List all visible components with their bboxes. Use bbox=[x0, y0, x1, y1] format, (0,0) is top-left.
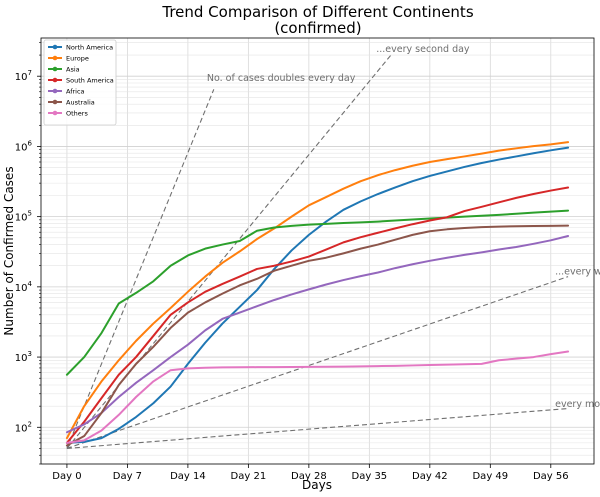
y-tick-label: 104 bbox=[15, 280, 33, 294]
x-tick-label: Day 28 bbox=[291, 471, 327, 482]
series-line-others bbox=[65, 350, 570, 444]
legend-swatch-marker bbox=[52, 44, 58, 50]
x-tick-label: Day 7 bbox=[113, 471, 142, 482]
series-line-asia bbox=[65, 209, 570, 376]
x-axis-label: Days bbox=[302, 478, 332, 492]
y-tick-label: 107 bbox=[15, 69, 32, 83]
x-tick-label: Day 35 bbox=[352, 471, 388, 482]
reference-line bbox=[66, 89, 215, 449]
reference-line-label: ...every second day bbox=[376, 44, 470, 55]
series-lines bbox=[65, 141, 570, 447]
y-tick-label: 105 bbox=[15, 210, 32, 224]
legend-item-label: Australia bbox=[66, 99, 95, 107]
legend-swatch-marker bbox=[52, 99, 58, 105]
legend-item-label: Others bbox=[66, 110, 88, 118]
legend-box bbox=[43, 39, 117, 126]
plot-frame bbox=[40, 37, 595, 465]
reference-line bbox=[66, 407, 569, 449]
y-tick-label: 102 bbox=[15, 420, 32, 434]
series-line-north-america bbox=[65, 146, 570, 444]
x-tick-label: Day 14 bbox=[170, 471, 206, 482]
y-tick-label: 103 bbox=[15, 350, 32, 364]
x-tick-label: Day 0 bbox=[52, 471, 81, 482]
y-axis-label: Number of Confirmed Cases bbox=[2, 166, 16, 335]
series-line-africa bbox=[65, 234, 570, 434]
chart-subtitle: (confirmed) bbox=[274, 19, 361, 37]
x-tick-label: Day 21 bbox=[231, 471, 267, 482]
legend-item-label: Africa bbox=[66, 88, 85, 96]
reference-line-label: No. of cases doubles every day bbox=[207, 73, 356, 84]
legend-item-label: Asia bbox=[66, 66, 80, 74]
x-tick-label: Day 42 bbox=[412, 471, 448, 482]
reference-lines: No. of cases doubles every day ...every s… bbox=[66, 44, 600, 449]
series-line-australia bbox=[65, 224, 570, 447]
legend-item-label: Europe bbox=[66, 55, 89, 63]
legend-swatch-marker bbox=[52, 88, 58, 94]
y-axis-ticks: 102 103 104 105 106 107 bbox=[15, 42, 41, 465]
legend-swatch-marker bbox=[52, 66, 58, 72]
reference-line-label: every month bbox=[555, 399, 600, 410]
series-line-europe bbox=[65, 141, 570, 440]
y-tick-label: 106 bbox=[15, 139, 33, 153]
legend-swatch-marker bbox=[52, 77, 58, 83]
reference-line bbox=[66, 276, 569, 449]
x-tick-label: Day 56 bbox=[533, 471, 569, 482]
series-line-south-america bbox=[65, 186, 570, 444]
legend-item-label: South America bbox=[66, 77, 114, 85]
chart-title: Trend Comparison of Different Continents bbox=[161, 3, 473, 21]
legend-swatch-marker bbox=[52, 55, 58, 61]
x-tick-label: Day 49 bbox=[472, 471, 508, 482]
legend: North America Europe Asia South America Afri… bbox=[43, 39, 117, 126]
x-axis-ticks: Day 0 Day 7 Day 14 Day 21 Day 28 Day 35 Day 42… bbox=[52, 464, 569, 482]
reference-line-label: ...every week bbox=[555, 266, 600, 277]
legend-item-label: North America bbox=[66, 44, 113, 52]
grid bbox=[41, 38, 594, 465]
legend-swatch-marker bbox=[52, 110, 58, 116]
